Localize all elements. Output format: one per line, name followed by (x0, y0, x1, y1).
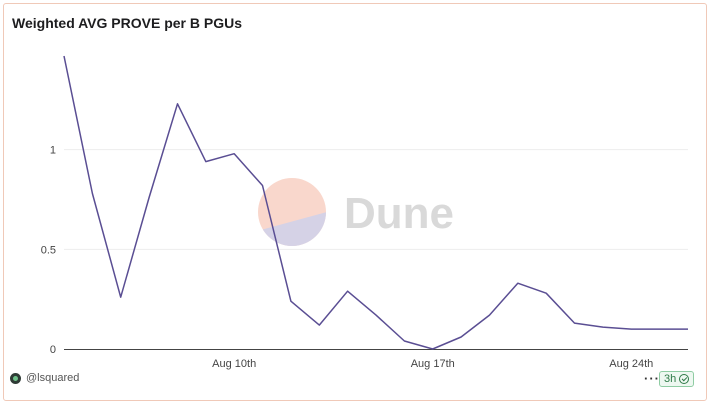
chart-card: Weighted AVG PROVE per B PGUs (3, 3, 707, 401)
watermark-text: Dune (344, 189, 454, 238)
y-tick-label: 1 (50, 145, 56, 157)
refresh-time: 3h (664, 373, 677, 385)
x-tick-label: Aug 10th (212, 358, 256, 370)
y-tick-label: 0.5 (41, 244, 56, 256)
more-options-button[interactable]: ··· (644, 371, 660, 386)
author[interactable]: @lsquared (10, 372, 79, 384)
check-circle-icon (679, 374, 690, 384)
x-tick-label: Aug 24th (609, 358, 653, 370)
dune-watermark: Dune (258, 178, 454, 246)
refresh-status-badge[interactable]: 3h (659, 371, 695, 387)
x-tick-label: Aug 17th (411, 358, 455, 370)
y-tick-label: 0 (50, 344, 56, 356)
avatar (10, 372, 21, 384)
chart-title: Weighted AVG PROVE per B PGUs (12, 15, 243, 31)
series-line (63, 55, 688, 350)
author-name: @lsquared (26, 372, 80, 384)
